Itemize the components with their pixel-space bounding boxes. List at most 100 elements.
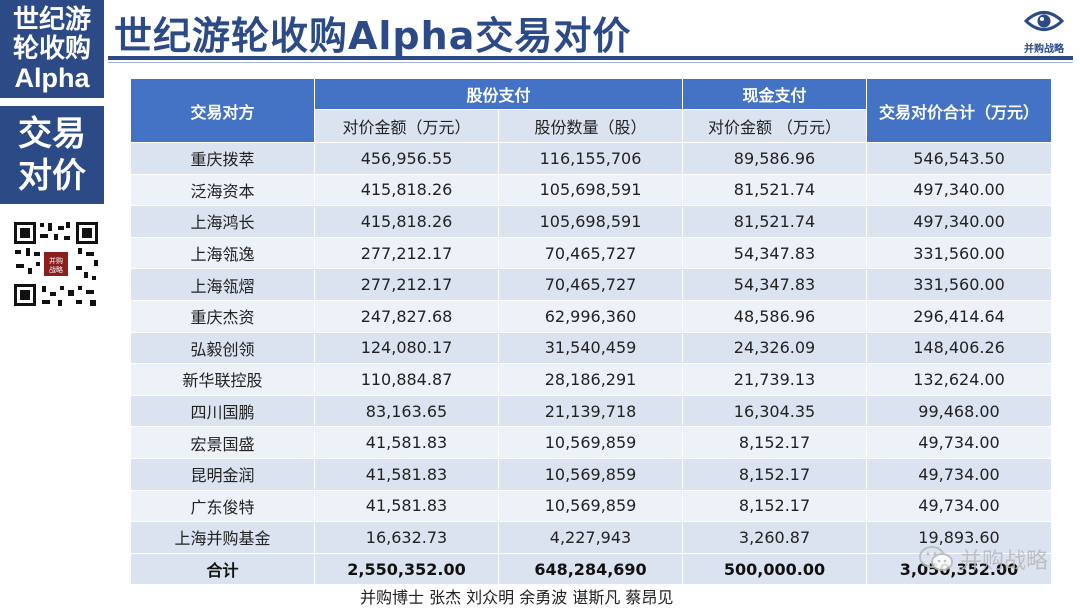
header-cash-amount: 对价金额 （万元）: [682, 109, 868, 143]
cell-share-quantity: 648,284,690: [497, 552, 684, 586]
table-row: 弘毅创领 124,080.17 31,540,459 24,326.09 148…: [130, 331, 1053, 365]
table-row: 泛海资本 415,818.26 105,698,591 81,521.74 49…: [130, 173, 1053, 207]
cell-share-quantity: 116,155,706: [497, 142, 684, 175]
cell-cash-amount: 8,152.17: [682, 457, 868, 491]
table-row: 上海鸿长 415,818.26 105,698,591 81,521.74 49…: [130, 205, 1053, 238]
watermark-text: 并购战略: [959, 549, 1048, 574]
cell-total: 497,340.00: [866, 205, 1053, 238]
eye-icon: [1023, 11, 1065, 31]
watermark: 并购战略: [918, 543, 1048, 575]
cell-share-quantity: 21,139,718: [497, 394, 684, 428]
cell-share-quantity: 70,465,727: [497, 268, 684, 301]
brand-logo-text: 并购战略: [1024, 44, 1064, 55]
cell-total: 497,340.00: [866, 173, 1053, 207]
cell-share-amount: 41,581.83: [314, 489, 499, 523]
cell-counterparty: 新华联控股: [130, 363, 315, 396]
cell-share-quantity: 10,569,859: [497, 489, 684, 523]
cell-share-amount: 247,827.68: [314, 299, 499, 333]
title-underline: [108, 56, 1073, 60]
cell-counterparty: 宏景国盛: [130, 426, 315, 459]
cell-share-quantity: 28,186,291: [497, 363, 684, 396]
cell-cash-amount: 21,739.13: [682, 363, 868, 396]
cell-total: 132,624.00: [866, 363, 1053, 396]
cell-counterparty: 重庆杰资: [130, 299, 315, 333]
cell-cash-amount: 81,521.74: [682, 205, 868, 238]
header-total: 交易对价合计（万元）: [866, 78, 1053, 143]
cell-counterparty: 上海瓴逸: [130, 236, 315, 270]
table-row: 昆明金润 41,581.83 10,569,859 8,152.17 49,73…: [130, 457, 1053, 491]
cell-share-amount: 415,818.26: [314, 173, 499, 207]
header-counterparty: 交易对方: [130, 78, 315, 143]
cell-share-amount: 456,956.55: [314, 142, 499, 175]
cell-counterparty: 合计: [130, 552, 315, 586]
table-row: 宏景国盛 41,581.83 10,569,859 8,152.17 49,73…: [130, 426, 1053, 459]
table-total-row: 合计 2,550,352.00 648,284,690 500,000.00 3…: [130, 552, 1053, 586]
cell-total: 546,543.50: [866, 142, 1053, 175]
cell-total: 331,560.00: [866, 268, 1053, 301]
header-cash-payment: 现金支付: [682, 78, 868, 110]
table-row: 重庆拨萃 456,956.55 116,155,706 89,586.96 54…: [130, 142, 1053, 175]
cell-cash-amount: 81,521.74: [682, 173, 868, 207]
table-row: 上海并购基金 16,632.73 4,227,943 3,260.87 19,8…: [130, 521, 1053, 554]
cell-share-quantity: 70,465,727: [497, 236, 684, 270]
cell-share-amount: 277,212.17: [314, 268, 499, 301]
cell-cash-amount: 16,304.35: [682, 394, 868, 428]
page-title: 世纪游轮收购Alpha交易对价: [114, 14, 632, 58]
cell-total: 99,468.00: [866, 394, 1053, 428]
cell-share-amount: 16,632.73: [314, 521, 499, 554]
cell-total: 49,734.00: [866, 426, 1053, 459]
cell-share-amount: 41,581.83: [314, 457, 499, 491]
cell-counterparty: 泛海资本: [130, 173, 315, 207]
table-row: 新华联控股 110,884.87 28,186,291 21,739.13 13…: [130, 363, 1053, 396]
cell-share-quantity: 62,996,360: [497, 299, 684, 333]
cell-cash-amount: 24,326.09: [682, 331, 868, 365]
sidebar-topic-block: 世纪游 轮收购 Alpha: [0, 0, 104, 98]
cell-share-amount: 124,080.17: [314, 331, 499, 365]
cell-counterparty: 弘毅创领: [130, 331, 315, 365]
cell-counterparty: 上海并购基金: [130, 521, 315, 554]
cell-cash-amount: 500,000.00: [682, 552, 868, 586]
cell-cash-amount: 54,347.83: [682, 236, 868, 270]
cell-share-amount: 41,581.83: [314, 426, 499, 459]
qr-code-icon: 并购 战略: [12, 220, 100, 308]
consideration-table: 交易对方 股份支付 现金支付 交易对价合计（万元） 对价金额（万元） 股份数量（…: [130, 78, 1053, 586]
cell-share-quantity: 31,540,459: [497, 331, 684, 365]
cell-cash-amount: 8,152.17: [682, 489, 868, 523]
cell-total: 148,406.26: [866, 331, 1053, 365]
cell-counterparty: 上海鸿长: [130, 205, 315, 238]
cell-cash-amount: 89,586.96: [682, 142, 868, 175]
cell-cash-amount: 48,586.96: [682, 299, 868, 333]
footer-authors: 并购博士 张杰 刘众明 余勇波 谌斯凡 蔡昂见: [360, 588, 674, 607]
cell-cash-amount: 3,260.87: [682, 521, 868, 554]
cell-counterparty: 昆明金润: [130, 457, 315, 491]
cell-share-quantity: 10,569,859: [497, 457, 684, 491]
sidebar-section-line2: 对价: [18, 156, 86, 196]
cell-share-quantity: 4,227,943: [497, 521, 684, 554]
cell-share-amount: 83,163.65: [314, 394, 499, 428]
header-share-payment: 股份支付: [313, 78, 684, 110]
cell-total: 49,734.00: [866, 457, 1053, 491]
sidebar-section-block: 交易 对价: [0, 106, 104, 204]
sidebar-topic-line2: 轮收购: [12, 33, 91, 64]
cell-cash-amount: 8,152.17: [682, 426, 868, 459]
cell-share-amount: 110,884.87: [314, 363, 499, 396]
table-row: 四川国鹏 83,163.65 21,139,718 16,304.35 99,4…: [130, 394, 1053, 428]
cell-total: 331,560.00: [866, 236, 1053, 270]
cell-share-amount: 277,212.17: [314, 236, 499, 270]
cell-total: 49,734.00: [866, 489, 1053, 523]
cell-total: 3,050,352.00: [866, 552, 1053, 586]
table-row: 上海瓴熠 277,212.17 70,465,727 54,347.83 331…: [130, 268, 1053, 301]
title-underline-thin: [108, 62, 1073, 63]
cell-total: 19,893.60: [866, 521, 1053, 554]
wechat-icon: [918, 546, 953, 571]
sidebar-section-line1: 交易: [18, 114, 86, 154]
cell-counterparty: 广东俊特: [130, 489, 315, 523]
cell-share-quantity: 105,698,591: [497, 205, 684, 238]
brand-logo: 并购战略: [1018, 8, 1070, 55]
sidebar-topic-line1: 世纪游: [12, 4, 91, 35]
cell-counterparty: 四川国鹏: [130, 394, 315, 428]
header-share-quantity: 股份数量（股）: [497, 109, 684, 143]
sidebar-topic-line3: Alpha: [14, 62, 90, 93]
cell-share-quantity: 105,698,591: [497, 173, 684, 207]
table-row: 上海瓴逸 277,212.17 70,465,727 54,347.83 331…: [130, 236, 1053, 270]
